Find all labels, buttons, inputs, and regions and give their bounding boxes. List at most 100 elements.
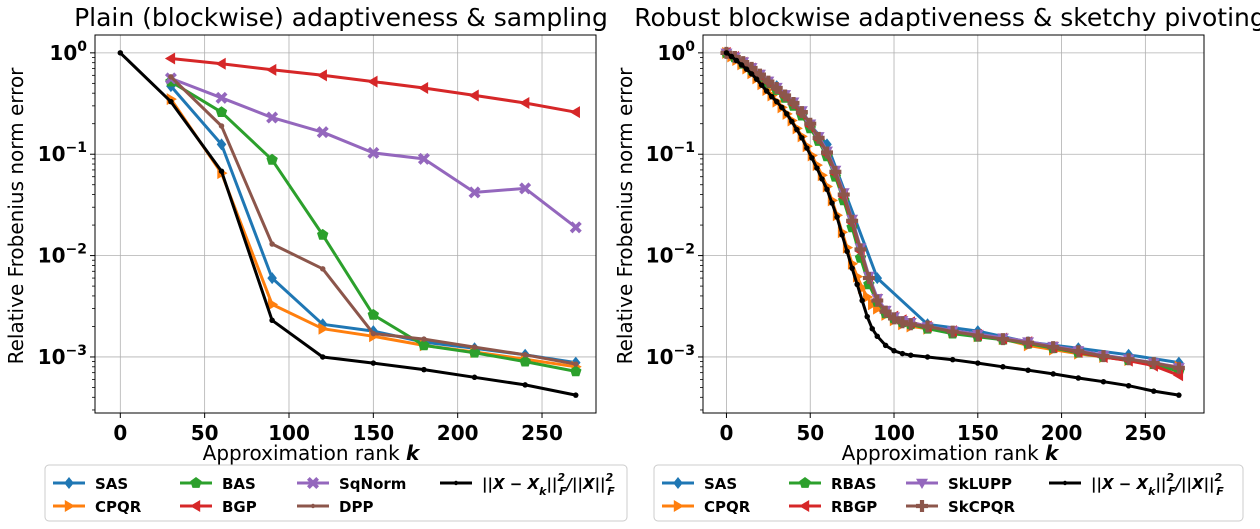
x-ticks: 0 50 100 150 200 250 xyxy=(719,413,1166,445)
data-point xyxy=(996,333,1009,346)
chart-title: Plain (blockwise) adaptiveness & samplin… xyxy=(74,3,608,32)
data-point xyxy=(519,182,532,195)
legend-marker xyxy=(916,478,928,489)
legend: SAS CPQR RBAS RBGP SkLUPP SkCPQR ||X − Xk||2 F/… xyxy=(653,464,1244,522)
legend-item: SqNorm xyxy=(297,475,406,493)
data-point xyxy=(218,168,225,174)
legend: SAS CPQR BAS BGP SqNorm DPP ||X − Xk||2 F/||X||… xyxy=(44,464,628,522)
series-sqnorm xyxy=(164,72,582,234)
data-point xyxy=(570,365,582,377)
legend-item: DPP xyxy=(297,498,373,516)
legend-item: BGP xyxy=(180,498,257,516)
data-point xyxy=(417,152,430,165)
data-point xyxy=(863,291,874,304)
x-tick-label: 50 xyxy=(796,421,824,445)
data-point xyxy=(888,312,901,325)
legend-marker xyxy=(799,500,810,512)
series-cpqr xyxy=(722,46,1185,373)
data-point xyxy=(864,313,870,320)
legend-item: ||X − Xk||2 F/||X||2 F xyxy=(1049,471,1224,498)
y-tick-label: 10−2 xyxy=(646,242,695,268)
data-point xyxy=(168,98,174,105)
series-bgp xyxy=(164,52,580,119)
data-point xyxy=(569,106,580,119)
data-point xyxy=(921,320,934,333)
data-point xyxy=(854,243,867,256)
data-point xyxy=(753,76,760,82)
data-point xyxy=(908,352,914,358)
data-point xyxy=(949,356,956,363)
data-point xyxy=(370,360,377,366)
y-tick-label: 10−1 xyxy=(646,140,695,166)
data-point xyxy=(216,138,227,151)
data-point xyxy=(819,176,825,182)
data-point xyxy=(266,153,278,165)
data-point xyxy=(809,155,815,161)
data-point xyxy=(804,117,817,130)
data-point xyxy=(1050,371,1056,377)
data-point xyxy=(1072,345,1085,358)
y-ticks: 100 10−1 10−2 10−3 xyxy=(646,39,703,411)
legend-marker xyxy=(310,503,316,509)
data-point xyxy=(1097,350,1110,363)
x-tick-label: 150 xyxy=(352,421,394,445)
data-point xyxy=(768,93,775,100)
x-tick-label: 100 xyxy=(268,421,310,445)
data-point xyxy=(779,89,792,102)
x-tick-label: 100 xyxy=(873,421,915,445)
legend-marker xyxy=(1062,480,1068,486)
data-point xyxy=(728,53,735,60)
data-point xyxy=(839,232,845,238)
series-dpp xyxy=(168,74,579,367)
data-point xyxy=(471,374,478,381)
data-point xyxy=(859,297,865,304)
data-point xyxy=(215,106,228,117)
data-point xyxy=(799,135,805,141)
data-point xyxy=(762,75,775,88)
data-point xyxy=(846,214,859,227)
data-point xyxy=(733,57,740,64)
chart-right-panel: Robust blockwise adaptiveness & sketchy … xyxy=(613,3,1260,522)
data-point xyxy=(854,281,860,288)
x-tick-label: 0 xyxy=(719,421,733,445)
x-tick-label: 250 xyxy=(521,421,563,445)
x-ticks: 0 50 100 150 200 250 xyxy=(113,413,563,445)
y-tick-label: 10−2 xyxy=(38,242,87,268)
y-tick-label: 10−3 xyxy=(646,343,695,369)
data-point xyxy=(569,221,582,234)
data-point xyxy=(872,272,883,285)
legend-item: SAS xyxy=(662,475,737,493)
data-point xyxy=(1000,364,1006,370)
data-point xyxy=(1150,388,1157,394)
grid xyxy=(95,35,596,413)
legend-label: SAS xyxy=(95,475,128,493)
legend-item: SkLUPP xyxy=(906,475,1012,493)
data-point xyxy=(824,186,830,193)
series-line xyxy=(725,51,1180,370)
series-line xyxy=(119,51,577,397)
data-point xyxy=(763,88,770,94)
legend-label: DPP xyxy=(339,498,373,516)
data-point xyxy=(787,97,800,110)
plot-frame xyxy=(702,34,1205,414)
data-point xyxy=(899,350,906,357)
data-point xyxy=(421,336,427,342)
chart-left-panel: Plain (blockwise) adaptiveness & samplin… xyxy=(4,3,628,522)
data-point xyxy=(1125,382,1132,389)
series--x-x-k-f-2-x-f-2 xyxy=(117,50,579,398)
data-point xyxy=(975,360,981,366)
data-point xyxy=(269,317,275,324)
legend-item: SkCPQR xyxy=(906,498,1016,516)
data-point xyxy=(904,318,917,331)
data-point xyxy=(319,266,326,272)
data-point xyxy=(266,111,279,124)
data-point xyxy=(971,329,984,342)
data-point xyxy=(862,272,875,285)
data-point xyxy=(519,97,530,110)
data-point xyxy=(795,106,808,119)
data-point xyxy=(367,146,380,159)
data-point xyxy=(1075,375,1082,381)
data-point xyxy=(468,89,479,102)
legend-label: SkCPQR xyxy=(948,498,1016,516)
x-tick-label: 0 xyxy=(113,421,127,445)
